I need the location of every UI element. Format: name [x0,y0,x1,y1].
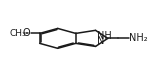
Text: CH₃: CH₃ [9,29,26,38]
Text: O: O [23,28,30,38]
Text: NH₂: NH₂ [129,33,148,43]
Text: N: N [97,36,104,46]
Text: NH: NH [97,31,111,41]
